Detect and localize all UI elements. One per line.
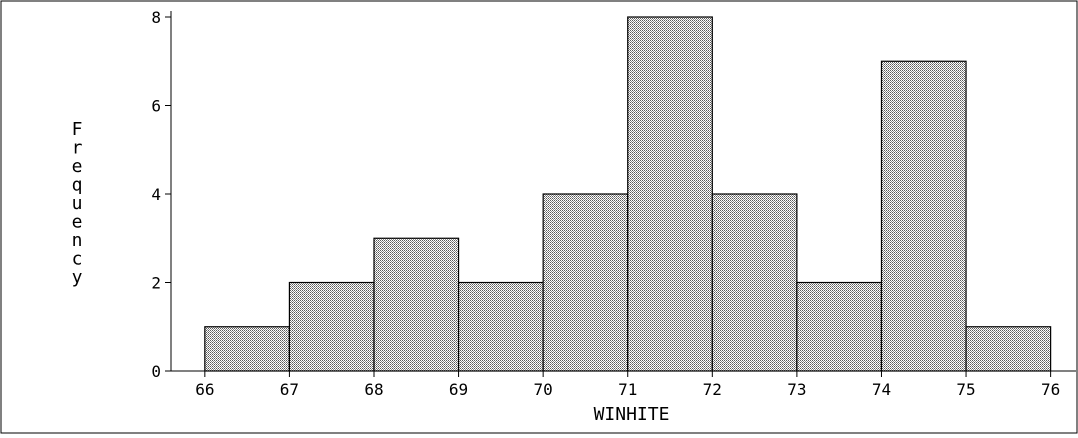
histogram-bar [796, 281, 883, 372]
y-tick-label: 4 [151, 185, 161, 204]
x-tick-label: 75 [956, 380, 975, 399]
y-tick-label: 8 [151, 8, 161, 27]
x-tick-label: 76 [1041, 380, 1060, 399]
x-tick-label: 70 [534, 380, 553, 399]
histogram-bar [204, 326, 291, 372]
x-tick-label: 71 [618, 380, 637, 399]
x-tick-label: 73 [787, 380, 806, 399]
histogram-bar [711, 193, 798, 372]
x-axis-title: WINHITE [594, 404, 670, 425]
histogram-bar [880, 60, 967, 372]
y-tick-label: 0 [151, 362, 161, 381]
histogram-bar [373, 237, 460, 372]
x-tick-label: 66 [195, 380, 214, 399]
x-tick-label: 74 [872, 380, 891, 399]
x-tick-label: 69 [449, 380, 468, 399]
histogram-bar [542, 193, 629, 372]
y-tick-label: 2 [151, 274, 161, 293]
histogram-bar [457, 281, 544, 372]
x-tick-label: 67 [280, 380, 299, 399]
x-tick-label: 72 [703, 380, 722, 399]
y-tick-label: 6 [151, 97, 161, 116]
histogram-bar [627, 16, 713, 372]
x-tick-label: 68 [364, 380, 383, 399]
histogram-bar [965, 326, 1052, 372]
histogram-bar [288, 281, 375, 372]
